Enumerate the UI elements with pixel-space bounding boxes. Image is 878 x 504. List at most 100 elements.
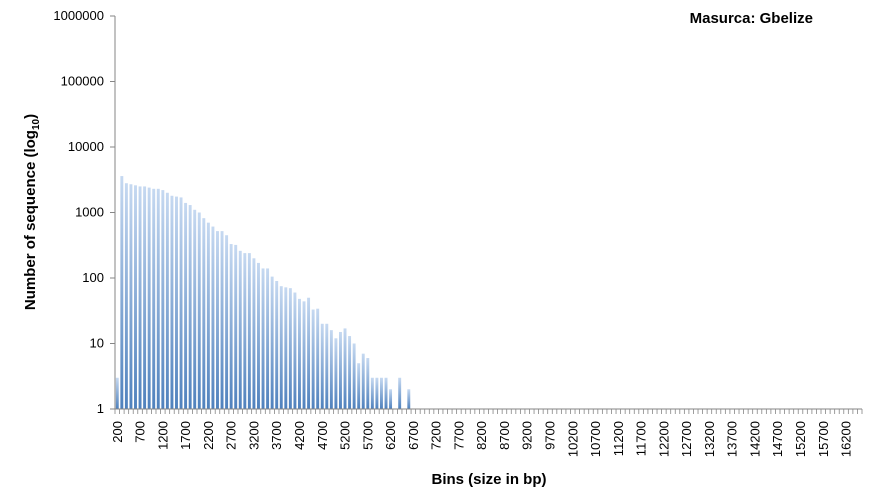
x-tick-label: 3200 [246,421,261,450]
x-tick-label: 700 [133,421,148,443]
bar [152,188,156,409]
x-tick-labels: 200 700 1200 1700 2200 2700 3200 3700 4200 4700 52… [110,421,854,457]
x-tick-label: 13200 [702,421,717,457]
bar [343,328,347,409]
bar [216,231,219,409]
x-tick-label: 3700 [269,421,284,450]
bar [188,205,192,409]
bar [288,288,292,409]
y-tick-label: 100000 [61,74,104,89]
bar [316,308,320,409]
x-tick-label: 1200 [155,421,170,450]
x-tick-label: 1700 [178,421,193,450]
bar [320,323,324,409]
x-tick-label: 12700 [679,421,694,457]
x-tick-label: 15700 [816,421,831,457]
bar [129,184,133,409]
bar [197,212,201,409]
y-tick-label: 10000 [68,139,104,154]
bar [170,195,174,409]
bar [184,202,188,409]
x-tick-label: 12200 [656,421,671,457]
chart-title: Masurca: Gbelize [690,10,813,27]
bar [238,250,242,409]
x-tick-label: 4200 [292,421,307,450]
x-tick-label: 13700 [725,421,740,457]
bar [398,377,402,409]
bar [357,363,361,409]
x-tick-label: 4700 [315,421,330,450]
x-tick-label: 9700 [542,421,557,450]
bar [229,244,233,409]
bar [348,336,352,409]
bar [156,188,160,409]
x-tick-label: 10200 [565,421,580,457]
x-tick-label: 14700 [770,421,785,457]
bar [261,268,265,409]
y-tick-labels: 1 10 100 1000 10000 100000 1000000 [53,8,115,416]
y-axis-title-main: Number of sequence (log [22,130,39,310]
bar [270,276,274,409]
y-tick-label: 10 [90,336,104,351]
bar-series [115,176,411,409]
bar [311,309,315,409]
x-tick-label: 11700 [634,421,649,456]
bar [175,196,178,409]
x-axis-title: Bins (size in bp) [431,471,546,488]
bar [307,297,311,409]
y-tick-label: 1000 [75,205,104,220]
bar [161,190,165,409]
x-tick-label: 15200 [793,421,808,457]
bar [339,331,342,409]
bar [370,377,374,409]
bar [298,298,301,409]
bar [115,377,119,409]
bar [165,192,169,409]
bar [407,389,411,409]
x-tick-label: 5700 [360,421,375,450]
x-tick-label: 2200 [201,421,216,450]
bar [384,377,388,409]
bar [284,287,288,409]
y-tick-label: 100 [82,270,104,285]
bar [234,244,238,409]
y-tick-label: 1000000 [53,8,104,23]
bar [361,353,365,409]
bar [211,226,215,409]
y-axis-title: Number of sequence (log10) [22,114,42,310]
bar [389,389,393,409]
bar [220,231,224,409]
bar [375,377,379,409]
x-tick-label: 7700 [451,421,466,450]
x-tick-label: 7200 [429,421,444,450]
bar [120,176,124,409]
bar [143,186,147,409]
bar [147,187,151,409]
x-tick-marks [114,409,863,414]
bar [138,186,142,409]
x-tick-label: 6700 [406,421,421,450]
bar [206,222,210,409]
bar [366,358,370,409]
bar [329,330,333,409]
bar [302,301,306,409]
bar [352,343,356,409]
x-tick-label: 14200 [747,421,762,457]
bar [202,218,206,409]
bar [275,281,279,409]
bar [124,183,128,409]
x-tick-label: 6200 [383,421,398,450]
x-tick-label: 5200 [338,421,353,450]
x-tick-label: 8200 [474,421,489,450]
bar [293,292,297,409]
bar [334,338,338,409]
bar [247,253,251,409]
bar [225,235,229,409]
bar [325,323,329,409]
x-tick-label: 11200 [611,421,626,456]
x-tick-label: 10700 [588,421,603,457]
x-tick-label: 8700 [497,421,512,450]
bar [134,185,137,409]
bar [243,253,247,409]
